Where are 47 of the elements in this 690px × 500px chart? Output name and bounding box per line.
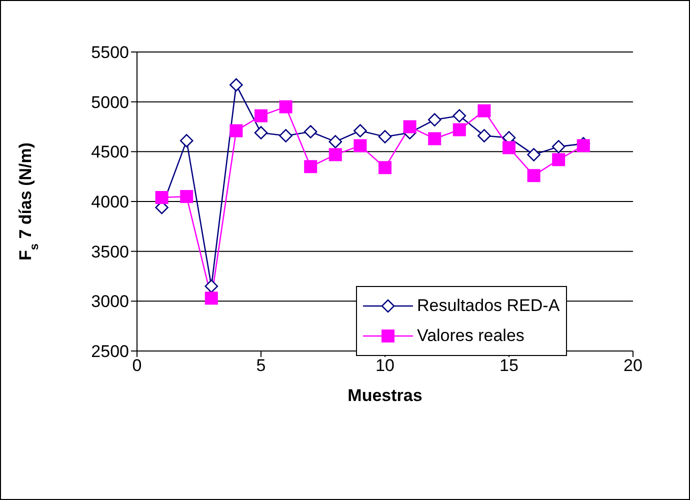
y-tick-label: 5000 xyxy=(91,92,129,112)
x-axis-title: Muestras xyxy=(348,386,422,405)
legend-label: Valores reales xyxy=(417,326,524,346)
point xyxy=(304,125,318,138)
y-tick-label: 3000 xyxy=(91,292,129,312)
point xyxy=(552,140,566,154)
point xyxy=(204,280,218,293)
point xyxy=(527,169,540,182)
x-tick-label: 15 xyxy=(500,356,518,376)
point xyxy=(502,141,516,154)
point xyxy=(378,161,392,174)
x-tick-label: 10 xyxy=(376,356,394,376)
point xyxy=(452,123,466,136)
y-tick-label: 5500 xyxy=(91,43,129,62)
point xyxy=(180,134,194,148)
y-tick-label: 3500 xyxy=(91,242,129,262)
y-tick-label: 2500 xyxy=(91,342,129,362)
x-tick-label: 20 xyxy=(624,356,642,376)
point xyxy=(328,148,342,162)
x-tick-label: 0 xyxy=(132,356,142,376)
point xyxy=(552,153,566,166)
point xyxy=(378,130,392,144)
point xyxy=(403,120,416,134)
point xyxy=(478,129,491,142)
point xyxy=(354,139,367,152)
point xyxy=(279,129,292,142)
point xyxy=(478,104,491,118)
point xyxy=(527,148,540,162)
point xyxy=(180,190,194,204)
y-tick-label: 4000 xyxy=(91,192,129,212)
point xyxy=(204,292,218,305)
point xyxy=(428,113,442,126)
point xyxy=(230,78,243,92)
point xyxy=(354,124,367,138)
point xyxy=(304,160,318,174)
point xyxy=(230,124,243,138)
x-tick-label: 5 xyxy=(256,356,266,376)
point xyxy=(254,109,268,122)
point xyxy=(328,135,342,148)
point xyxy=(279,100,292,114)
y-tick-label: 4500 xyxy=(91,142,129,162)
point xyxy=(428,132,442,146)
point xyxy=(452,109,466,122)
point xyxy=(576,139,590,152)
point xyxy=(155,191,168,204)
legend-label: Resultados RED-A xyxy=(417,296,560,316)
point xyxy=(254,126,268,140)
